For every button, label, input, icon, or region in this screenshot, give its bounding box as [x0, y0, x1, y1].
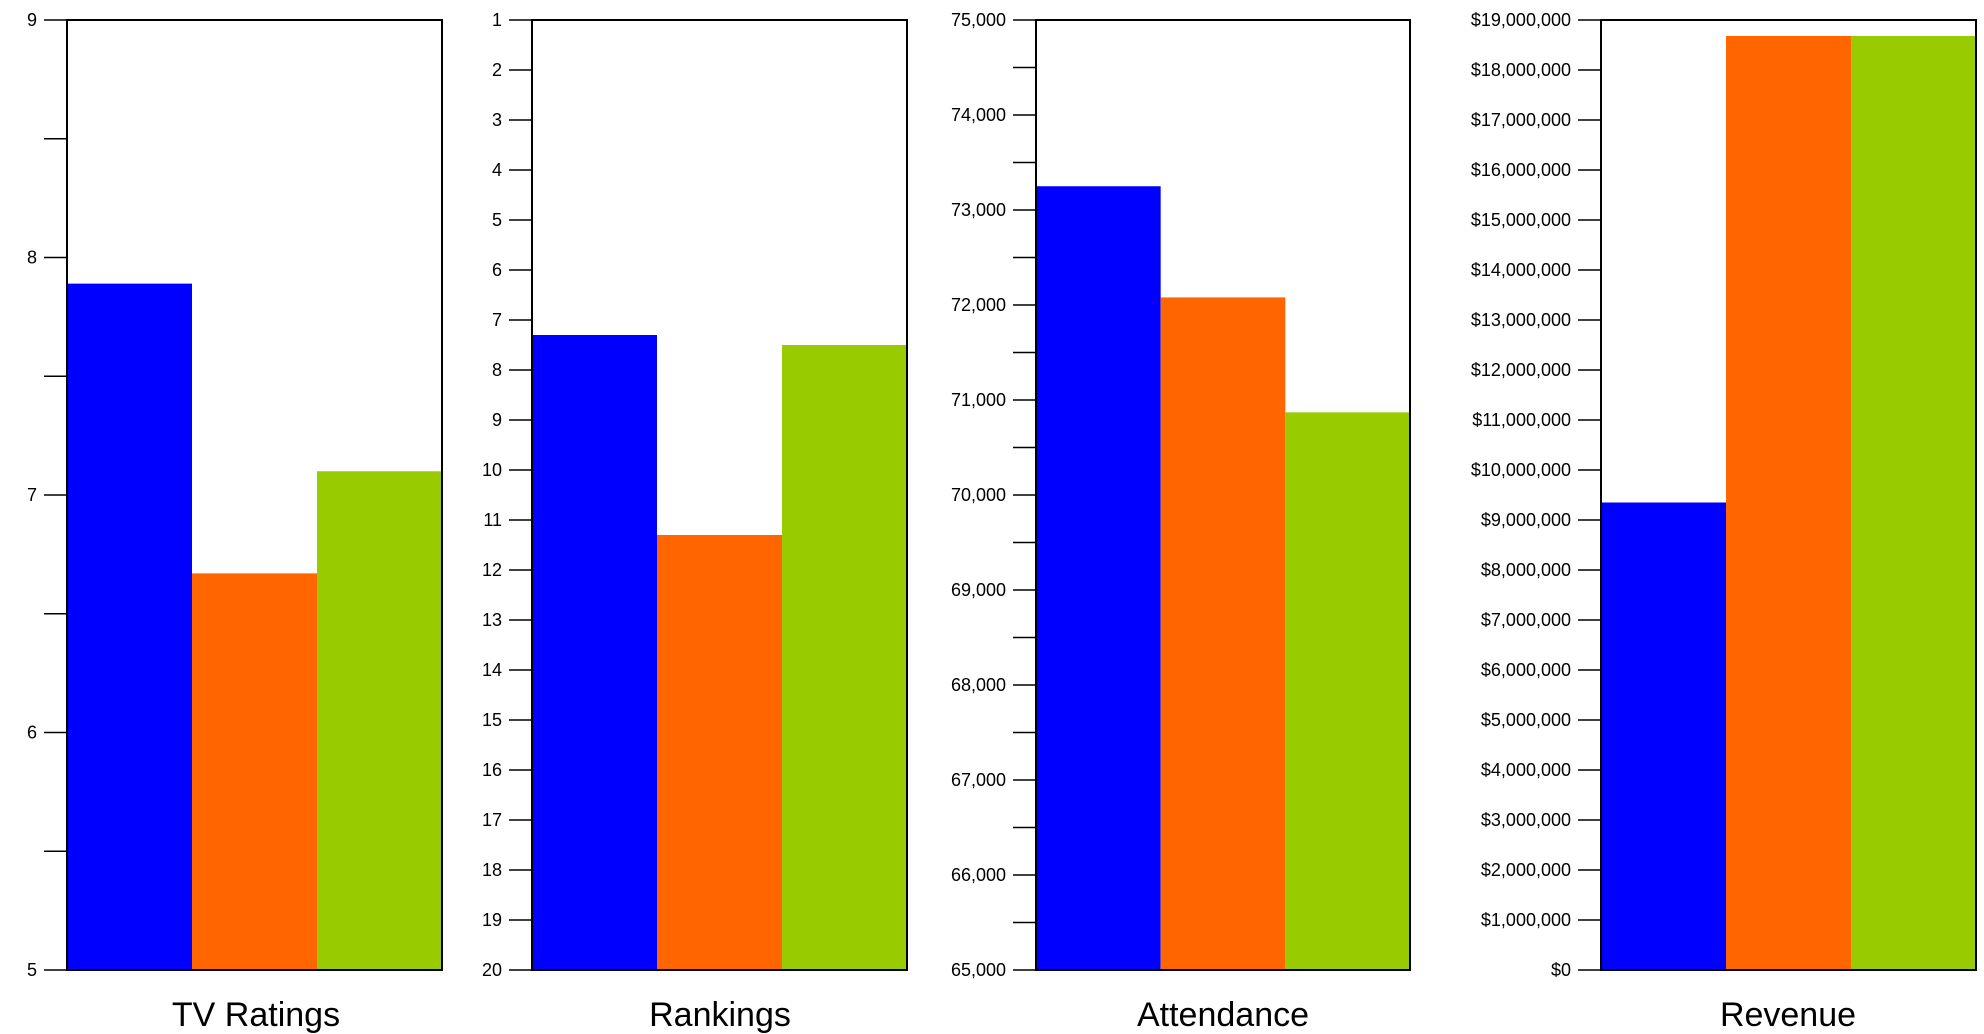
rankings-y-tick-label: 14 — [482, 660, 502, 680]
attendance-bar-2 — [1160, 297, 1286, 970]
rankings-bar-1 — [532, 335, 657, 970]
rankings-y-tick-label: 8 — [492, 360, 502, 380]
revenue-y-tick-label: $16,000,000 — [1471, 160, 1571, 180]
revenue-bar-2 — [1726, 36, 1851, 970]
rankings-y-tick-label: 9 — [492, 410, 502, 430]
rankings-y-tick-label: 19 — [482, 910, 502, 930]
attendance-chart: 75,000 74,000 73,000 72,000 71,000 70,000 69,0… — [951, 10, 1411, 1034]
revenue-y-tick-label: $3,000,000 — [1481, 810, 1571, 830]
attendance-y-tick-label: 70,000 — [951, 485, 1006, 505]
revenue-y-tick-label: $10,000,000 — [1471, 460, 1571, 480]
rankings-y-tick-label: 13 — [482, 610, 502, 630]
tv-ratings-x-axis-label: TV Ratings — [172, 996, 340, 1034]
rankings-bar-3 — [782, 345, 907, 970]
tv-ratings-y-tick-label: 9 — [27, 10, 37, 30]
rankings-y-tick-label: 12 — [482, 560, 502, 580]
revenue-y-tick-label: $8,000,000 — [1481, 560, 1571, 580]
revenue-y-tick-label: $11,000,000 — [1472, 410, 1571, 430]
rankings-y-tick-label: 3 — [492, 110, 502, 130]
rankings-y-tick-label: 18 — [482, 860, 502, 880]
revenue-chart: $19,000,000 $18,000,000 $17,000,000 $16,000… — [1471, 10, 1977, 1034]
tv-ratings-y-tick-label: 6 — [27, 723, 37, 743]
attendance-y-tick-label: 66,000 — [951, 865, 1006, 885]
revenue-y-tick-label: $7,000,000 — [1481, 610, 1571, 630]
rankings-y-tick-label: 5 — [492, 210, 502, 230]
revenue-plot-frame — [1600, 19, 1977, 971]
revenue-y-tick-label: $15,000,000 — [1471, 210, 1571, 230]
revenue-bar-1 — [1601, 502, 1726, 970]
attendance-bar-1 — [1036, 186, 1161, 970]
tv-ratings-y-tick-label: 7 — [27, 485, 37, 505]
tv-ratings-bar-3 — [317, 471, 442, 970]
rankings-y-tick-label: 10 — [482, 460, 502, 480]
tv-ratings-y-tick-label: 8 — [27, 248, 37, 268]
rankings-y-tick-label: 7 — [492, 310, 502, 330]
revenue-y-tick-label: $18,000,000 — [1471, 60, 1571, 80]
revenue-y-tick-label: $1,000,000 — [1481, 910, 1571, 930]
attendance-y-tick-label: 73,000 — [951, 200, 1006, 220]
rankings-y-tick-label: 16 — [482, 760, 502, 780]
attendance-y-tick-label: 68,000 — [951, 675, 1006, 695]
rankings-plot-frame — [531, 19, 908, 971]
revenue-y-tick-label: $4,000,000 — [1481, 760, 1571, 780]
rankings-y-tick-label: 17 — [482, 810, 502, 830]
tv-ratings-bar-1 — [67, 283, 192, 970]
revenue-y-tick-label: $2,000,000 — [1481, 860, 1571, 880]
revenue-y-tick-label: $5,000,000 — [1481, 710, 1571, 730]
tv-ratings-y-tick-label: 5 — [27, 960, 37, 980]
rankings-y-tick-label: 4 — [492, 160, 502, 180]
revenue-y-tick-label: $14,000,000 — [1471, 260, 1571, 280]
tv-ratings-bar-2 — [192, 573, 317, 970]
tv-ratings-chart: 9 8 7 6 5 TV Ratings — [27, 10, 443, 1034]
attendance-y-tick-label: 71,000 — [951, 390, 1006, 410]
revenue-x-axis-label: Revenue — [1720, 996, 1856, 1034]
attendance-y-tick-label: 75,000 — [951, 10, 1006, 30]
revenue-y-tick-label: $17,000,000 — [1471, 110, 1571, 130]
rankings-y-tick-label: 20 — [482, 960, 502, 980]
rankings-y-tick-label: 6 — [492, 260, 502, 280]
rankings-y-tick-label: 1 — [492, 10, 502, 30]
attendance-y-tick-label: 74,000 — [951, 105, 1006, 125]
rankings-y-tick-label: 15 — [482, 710, 502, 730]
revenue-y-tick-label: $12,000,000 — [1471, 360, 1571, 380]
revenue-y-tick-label: $6,000,000 — [1481, 660, 1571, 680]
revenue-y-tick-label: $19,000,000 — [1471, 10, 1571, 30]
attendance-bar-3 — [1285, 412, 1410, 971]
attendance-y-tick-label: 69,000 — [951, 580, 1006, 600]
revenue-y-tick-label: $9,000,000 — [1481, 510, 1571, 530]
rankings-y-tick-label: 11 — [483, 510, 502, 530]
rankings-bar-2 — [657, 535, 782, 970]
attendance-x-axis-label: Attendance — [1137, 996, 1309, 1034]
rankings-x-axis-label: Rankings — [649, 996, 791, 1034]
attendance-y-tick-label: 67,000 — [951, 770, 1006, 790]
attendance-y-tick-label: 65,000 — [951, 960, 1006, 980]
attendance-y-tick-label: 72,000 — [951, 295, 1006, 315]
revenue-y-tick-label: $0 — [1551, 960, 1571, 980]
revenue-bar-3 — [1851, 36, 1976, 970]
rankings-y-tick-label: 2 — [492, 60, 502, 80]
revenue-y-tick-label: $13,000,000 — [1471, 310, 1571, 330]
